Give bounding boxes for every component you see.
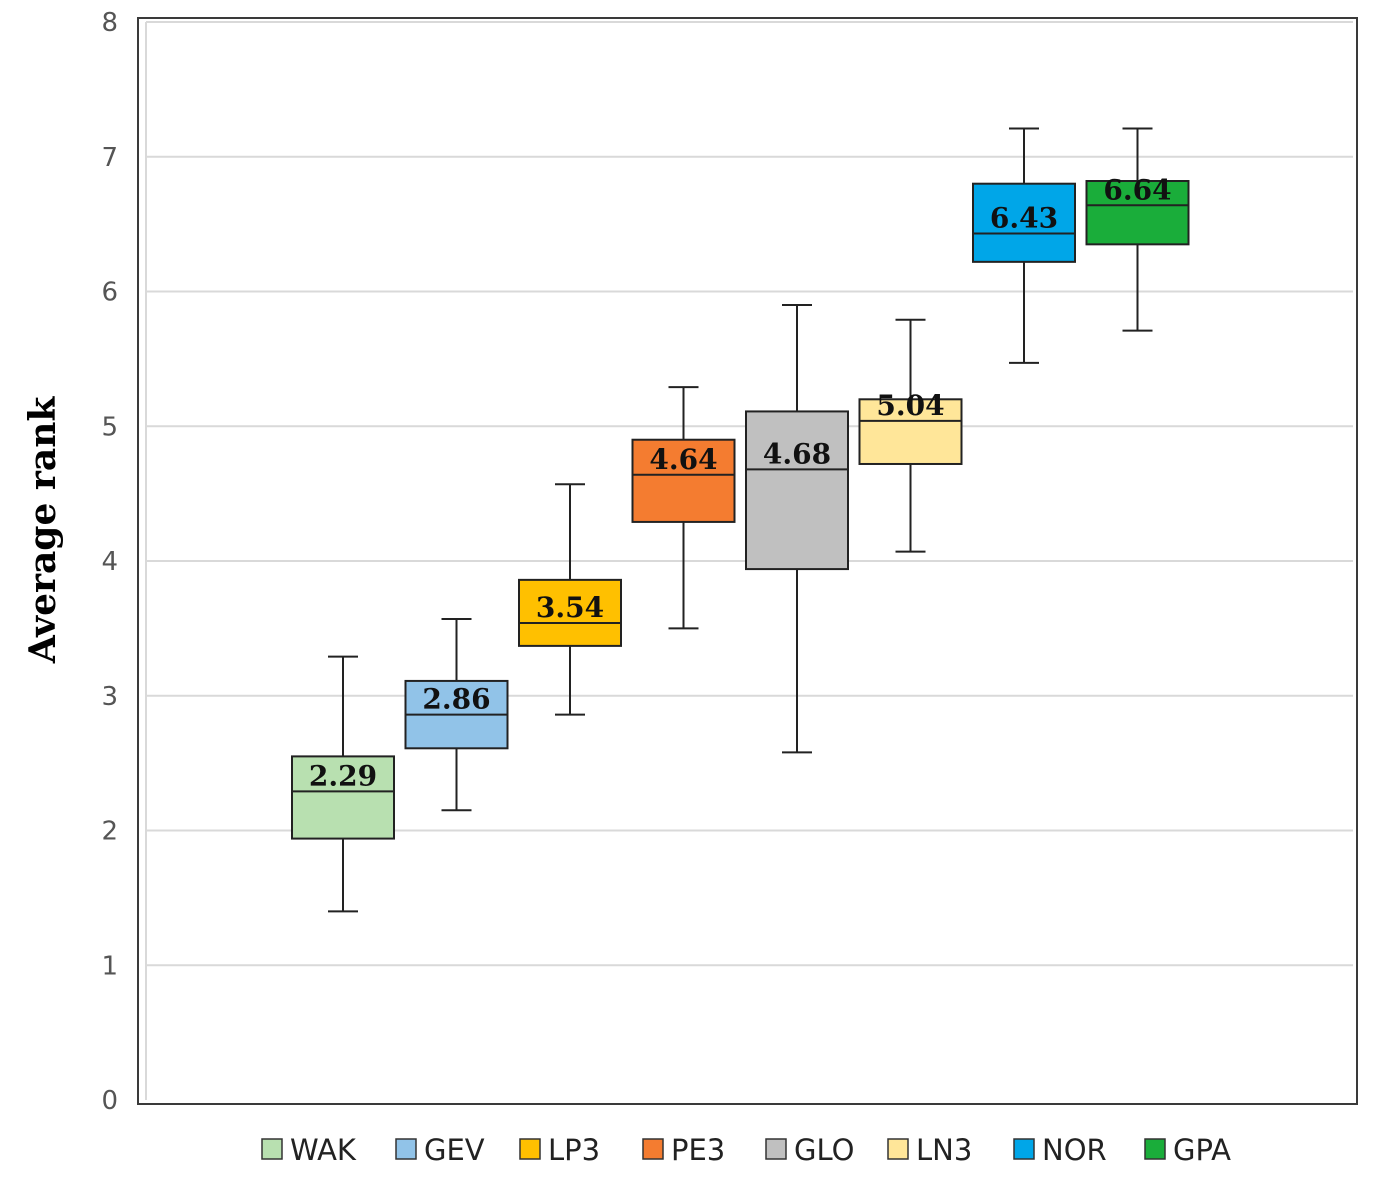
legend-item-glo: GLO <box>765 1133 854 1167</box>
y-tick-label: 3 <box>101 682 118 712</box>
legend-item-lp3: LP3 <box>519 1133 600 1167</box>
legend-swatch <box>887 1138 909 1160</box>
legend-label: NOR <box>1042 1133 1107 1167</box>
box-ln3: 5.04 <box>858 318 963 553</box>
legend-label: GEV <box>424 1133 485 1167</box>
median-label: 6.43 <box>990 202 1058 235</box>
y-tick-label: 0 <box>101 1086 118 1116</box>
legend-label: WAK <box>290 1133 357 1167</box>
legend-item-wak: WAK <box>261 1133 357 1167</box>
median-label: 4.64 <box>649 443 717 476</box>
legend-swatch <box>765 1138 787 1160</box>
plot-frame <box>137 17 1358 1105</box>
y-axis-title: Average rank <box>22 396 64 665</box>
legend-item-ln3: LN3 <box>887 1133 972 1167</box>
axes: 0 1 2 3 4 5 6 7 8 <box>101 8 1358 1116</box>
iqr-box <box>972 182 1076 263</box>
box-lp3: 3.54 <box>518 483 622 716</box>
legend-label: PE3 <box>671 1133 725 1167</box>
legend-swatch <box>519 1138 541 1160</box>
median-label: 3.54 <box>536 591 604 624</box>
iqr-box <box>518 578 622 647</box>
iqr-box <box>858 398 963 465</box>
iqr-box <box>745 410 849 571</box>
legend-label: GLO <box>794 1133 854 1167</box>
legend: WAK GEV LP3 PE3 GLO LN3 NOR GPA <box>261 1133 1231 1167</box>
box-gev: 2.86 <box>404 617 509 812</box>
legend-swatch <box>1144 1138 1166 1160</box>
box-pe3: 4.64 <box>631 386 736 630</box>
y-tick-label: 4 <box>101 547 118 577</box>
box-gpa: 6.64 <box>1085 127 1190 332</box>
iqr-box <box>631 438 736 523</box>
legend-swatch <box>395 1138 417 1160</box>
median-label: 6.64 <box>1103 173 1171 206</box>
median-label: 5.04 <box>876 389 944 422</box>
y-tick-label: 2 <box>101 817 118 847</box>
legend-item-gev: GEV <box>395 1133 485 1167</box>
y-tick-label: 5 <box>101 412 118 442</box>
y-tick-label: 6 <box>101 278 118 308</box>
box-nor: 6.43 <box>972 127 1076 364</box>
legend-item-pe3: PE3 <box>642 1133 725 1167</box>
iqr-box <box>291 755 395 840</box>
legend-swatch <box>642 1138 664 1160</box>
legend-label: GPA <box>1173 1133 1231 1167</box>
box-wak: 2.29 <box>291 655 395 913</box>
y-tick-label: 1 <box>101 951 118 981</box>
y-tick-label: 7 <box>101 143 118 173</box>
median-label: 4.68 <box>763 437 831 470</box>
box-series: 2.29 2.86 3.54 4.64 4.68 5.04 6.43 6.64 <box>291 127 1190 913</box>
legend-item-nor: NOR <box>1013 1133 1107 1167</box>
legend-label: LP3 <box>548 1133 600 1167</box>
y-tick-label: 8 <box>101 8 118 38</box>
legend-item-gpa: GPA <box>1144 1133 1231 1167</box>
legend-label: LN3 <box>916 1133 972 1167</box>
legend-swatch <box>1013 1138 1035 1160</box>
box-glo: 4.68 <box>745 303 849 754</box>
median-label: 2.86 <box>422 683 490 716</box>
legend-swatch <box>261 1138 283 1160</box>
median-label: 2.29 <box>309 759 377 792</box>
iqr-box <box>1085 180 1190 246</box>
